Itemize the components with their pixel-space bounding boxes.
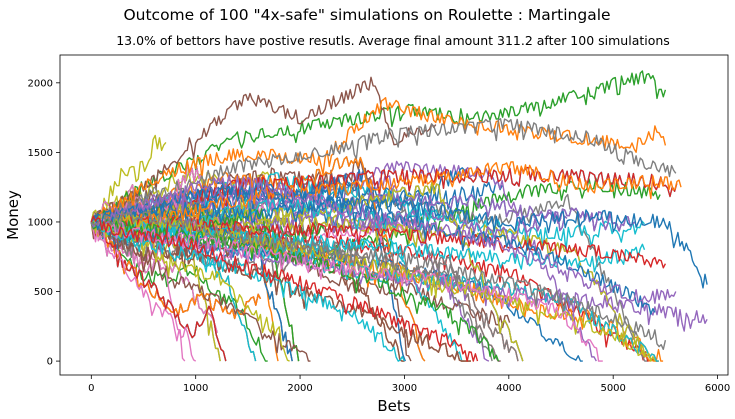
y-tick-label: 1500 bbox=[28, 148, 53, 159]
y-axis-label: Money bbox=[4, 190, 22, 240]
simulation-line bbox=[90, 219, 227, 362]
simulation-line bbox=[90, 118, 677, 228]
x-tick-label: 4000 bbox=[496, 383, 521, 394]
y-tick-label: 500 bbox=[34, 287, 53, 298]
y-tick-label: 0 bbox=[47, 357, 53, 368]
simulation-line bbox=[90, 166, 678, 231]
x-axis-label: Bets bbox=[377, 397, 410, 415]
plot-frame bbox=[59, 54, 729, 376]
simulation-line bbox=[90, 76, 437, 229]
x-tick-label: 2000 bbox=[287, 383, 312, 394]
simulation-line bbox=[90, 209, 667, 350]
chart-suptitle: Outcome of 100 "4x-safe" simulations on … bbox=[123, 6, 610, 24]
x-tick-label: 3000 bbox=[392, 383, 417, 394]
simulation-line bbox=[90, 220, 290, 362]
simulation-line bbox=[90, 220, 311, 362]
simulation-line bbox=[90, 221, 197, 362]
simulation-line bbox=[90, 221, 262, 320]
simulation-line bbox=[90, 174, 677, 304]
simulation-line bbox=[90, 215, 479, 362]
y-tick-label: 1000 bbox=[28, 217, 53, 228]
simulation-line bbox=[90, 216, 603, 362]
simulation-line bbox=[90, 218, 406, 362]
x-axis-ticks: 0 1000 2000 3000 4000 5000 6000 bbox=[88, 375, 730, 394]
simulation-line bbox=[90, 97, 667, 228]
series-layer bbox=[90, 70, 708, 362]
x-tick-label: 1000 bbox=[183, 383, 208, 394]
x-tick-label: 0 bbox=[88, 383, 94, 394]
x-tick-label: 6000 bbox=[705, 383, 730, 394]
simulation-line bbox=[90, 161, 682, 231]
simulation-line bbox=[90, 181, 656, 315]
x-tick-label: 5000 bbox=[600, 383, 625, 394]
chart-title: 13.0% of bettors have postive resutls. A… bbox=[116, 33, 670, 48]
y-axis-ticks: 0 500 1000 1500 2000 bbox=[28, 78, 60, 368]
y-tick-label: 2000 bbox=[28, 78, 53, 89]
simulation-line bbox=[90, 134, 167, 223]
